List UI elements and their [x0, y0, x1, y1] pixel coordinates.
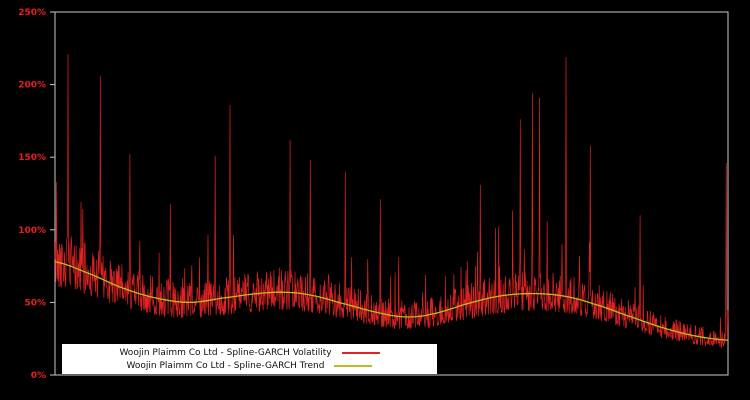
legend-item-trend: Woojin Plaimm Co Ltd - Spline-GARCH Tren…: [62, 359, 437, 372]
svg-text:100%: 100%: [18, 226, 46, 236]
legend-label-trend: Woojin Plaimm Co Ltd - Spline-GARCH Tren…: [126, 360, 325, 371]
svg-text:200%: 200%: [18, 81, 46, 91]
legend-line-trend: [334, 364, 373, 367]
legend-label-volatility: Woojin Plaimm Co Ltd - Spline-GARCH Vola…: [119, 347, 332, 358]
chart-legend: Woojin Plaimm Co Ltd - Spline-GARCH Vola…: [62, 344, 437, 374]
svg-text:250%: 250%: [18, 8, 46, 18]
svg-text:50%: 50%: [24, 298, 46, 308]
legend-line-volatility: [341, 351, 380, 354]
legend-item-volatility: Woojin Plaimm Co Ltd - Spline-GARCH Vola…: [62, 346, 437, 359]
svg-text:0%: 0%: [31, 371, 46, 381]
svg-text:150%: 150%: [18, 153, 46, 163]
